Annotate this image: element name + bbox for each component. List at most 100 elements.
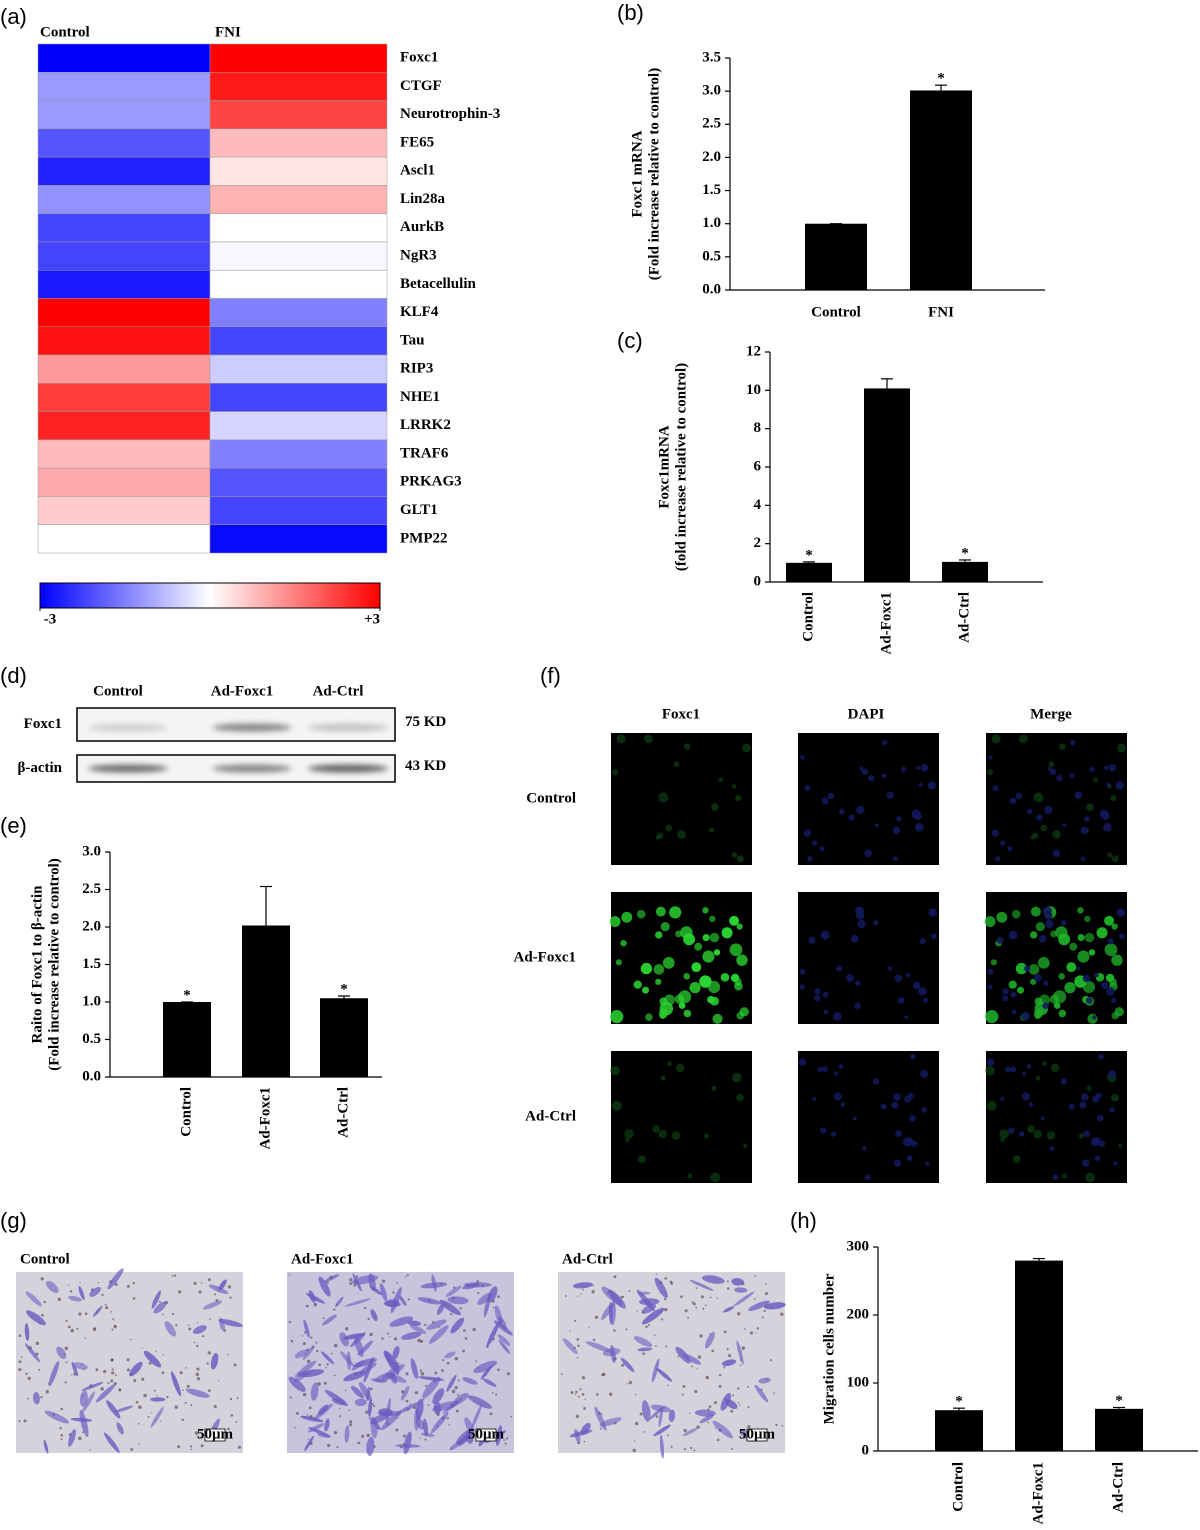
y-tick-label: 100: [847, 1374, 870, 1390]
bar: [1095, 1408, 1143, 1451]
pore-dot: [737, 1401, 740, 1404]
migrated-cell: [343, 1370, 367, 1382]
pore-dot: [207, 1278, 211, 1282]
error-bar: [1033, 1257, 1045, 1261]
nucleus-spot: [812, 840, 818, 846]
migrated-cell: [395, 1401, 421, 1415]
migrated-cell: [79, 1390, 88, 1407]
nucleus-spot: [919, 937, 926, 945]
bar: [786, 562, 832, 582]
bar: [942, 561, 988, 582]
nucleus-spot: [1116, 908, 1125, 917]
bar: [864, 388, 910, 582]
pore-dot: [655, 1273, 658, 1276]
nucleus-spot: [920, 1070, 929, 1079]
cell-spot: [985, 1010, 999, 1024]
pore-dot: [427, 1404, 430, 1407]
migrated-cell: [426, 1319, 447, 1330]
bar: [320, 998, 368, 1077]
migrated-cell: [620, 1357, 635, 1372]
pore-dot: [67, 1325, 71, 1329]
pore-dot: [634, 1393, 637, 1396]
pore-dot: [459, 1307, 462, 1310]
migrated-cell: [322, 1314, 338, 1326]
nucleus-spot: [1036, 814, 1043, 821]
migrated-cell: [463, 1282, 492, 1288]
nucleus-spot: [852, 934, 857, 940]
pore-dot: [111, 1368, 114, 1371]
pore-dot: [405, 1399, 409, 1403]
migrated-cell: [763, 1302, 786, 1310]
cell-spot: [702, 907, 709, 914]
heatmap-cell: [209, 72, 388, 101]
cell-spot: [669, 906, 682, 919]
nucleus-spot: [1093, 972, 1099, 978]
heatmap-cell: [37, 72, 211, 101]
cell-spot: [984, 916, 996, 927]
cell-spot: [624, 1129, 634, 1139]
migrated-cell: [323, 1274, 340, 1283]
nucleus-spot: [1070, 739, 1076, 746]
pore-dot: [138, 1405, 142, 1409]
pore-dot: [702, 1307, 705, 1310]
pore-dot: [302, 1392, 307, 1397]
pore-dot: [105, 1306, 109, 1310]
nucleus-spot: [872, 1078, 880, 1085]
nucleus-spot: [922, 997, 929, 1004]
pore-dot: [705, 1375, 710, 1380]
migrated-cell: [164, 1321, 176, 1337]
nucleus-spot: [1106, 987, 1115, 996]
migrated-cell: [444, 1351, 456, 1359]
nucleus-spot: [1052, 849, 1061, 858]
heatmap-cell: [37, 100, 211, 130]
pore-dot: [621, 1363, 625, 1367]
pore-dot: [291, 1341, 294, 1343]
nucleus-spot: [1011, 1009, 1017, 1015]
pore-dot: [582, 1288, 584, 1291]
pore-dot: [677, 1355, 680, 1358]
nucleus-spot: [892, 856, 898, 862]
cell-spot: [678, 1002, 686, 1009]
scale-bar-box: [746, 1428, 768, 1442]
pore-dot: [392, 1291, 395, 1294]
migrated-cell: [465, 1431, 474, 1444]
pore-dot: [310, 1336, 313, 1339]
pore-dot: [747, 1406, 750, 1409]
pore-dot: [700, 1295, 704, 1299]
nucleus-spot: [1002, 995, 1009, 1002]
cell-spot: [1050, 930, 1057, 938]
migrated-cell: [24, 1323, 30, 1341]
migrated-cell: [758, 1377, 771, 1384]
pore-dot: [92, 1328, 97, 1332]
bar: [805, 223, 867, 290]
nucleus-spot: [987, 968, 994, 975]
pore-dot: [574, 1319, 577, 1322]
pore-dot: [207, 1389, 211, 1393]
pore-dot: [577, 1395, 580, 1398]
migrated-cell: [572, 1282, 593, 1289]
pore-dot: [45, 1390, 49, 1394]
cell-spot: [721, 927, 733, 939]
cell-spot: [1117, 743, 1126, 753]
migrated-cell: [736, 1340, 744, 1365]
nucleus-spot: [848, 814, 855, 821]
pore-dot: [455, 1409, 459, 1413]
migrated-cell: [357, 1340, 373, 1356]
pore-dot: [336, 1445, 339, 1448]
pore-dot: [569, 1330, 571, 1332]
pore-dot: [315, 1341, 318, 1344]
nucleus-spot: [988, 755, 993, 760]
pore-dot: [193, 1281, 197, 1286]
pore-dot: [669, 1280, 673, 1284]
panel-label: (e): [0, 813, 27, 838]
micrograph: [798, 1051, 939, 1183]
cell-spot: [610, 1010, 624, 1024]
cell-spot: [996, 911, 1008, 923]
migrated-cell: [305, 1293, 326, 1304]
cell-spot: [711, 1085, 717, 1091]
pore-dot: [419, 1437, 421, 1439]
gene-label: NHE1: [400, 389, 440, 405]
migrated-cell: [93, 1306, 103, 1317]
pore-dot: [689, 1412, 691, 1414]
